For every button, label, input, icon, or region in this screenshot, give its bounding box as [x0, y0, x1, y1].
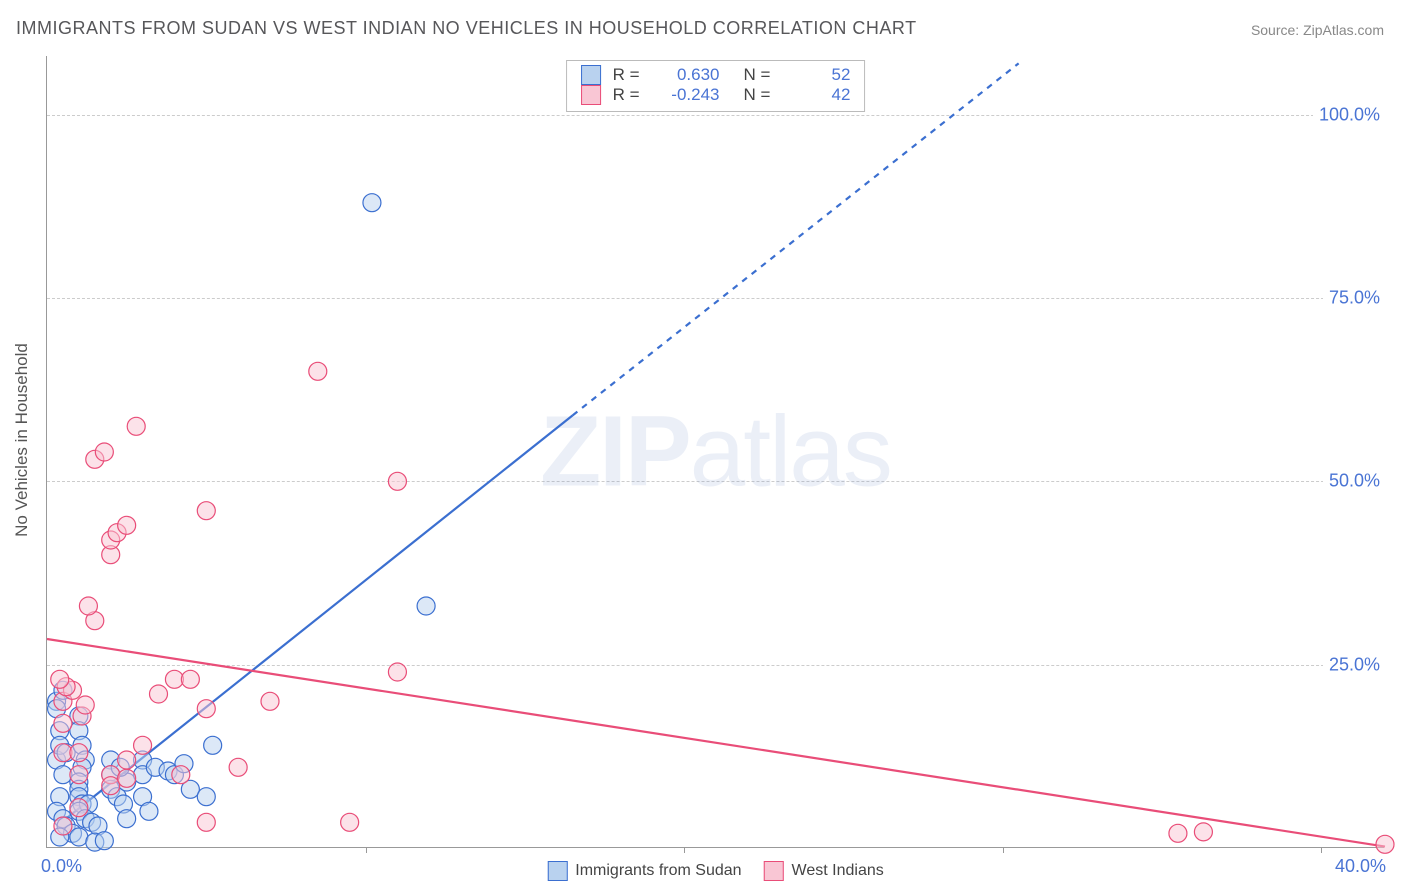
r-label: R =: [613, 65, 640, 85]
source-link[interactable]: ZipAtlas.com: [1303, 22, 1384, 38]
point-sudan: [363, 194, 381, 212]
source-prefix: Source:: [1251, 22, 1303, 38]
chart-title: IMMIGRANTS FROM SUDAN VS WEST INDIAN NO …: [16, 18, 917, 39]
legend-item-sudan: Immigrants from Sudan: [547, 861, 741, 881]
point-westindian: [197, 700, 215, 718]
point-westindian: [197, 813, 215, 831]
point-sudan: [54, 766, 72, 784]
plot-area: ZIPatlas 25.0%50.0%75.0%100.0% R = 0.630…: [46, 56, 1384, 848]
point-westindian: [76, 696, 94, 714]
point-westindian: [388, 663, 406, 681]
point-westindian: [54, 714, 72, 732]
point-westindian: [341, 813, 359, 831]
swatch-sudan: [581, 65, 601, 85]
plot-svg: [47, 56, 1384, 847]
r-value-sudan: 0.630: [650, 65, 720, 85]
point-westindian: [388, 472, 406, 490]
point-westindian: [54, 744, 72, 762]
r-value-westindian: -0.243: [650, 85, 720, 105]
point-westindian: [229, 758, 247, 776]
swatch-westindian: [764, 861, 784, 881]
point-westindian: [70, 799, 88, 817]
point-sudan: [204, 736, 222, 754]
x-max-label: 40.0%: [1335, 856, 1386, 877]
n-label: N =: [744, 85, 771, 105]
point-westindian: [1376, 835, 1394, 853]
point-westindian: [150, 685, 168, 703]
n-value-westindian: 42: [780, 85, 850, 105]
point-sudan: [95, 832, 113, 850]
point-sudan: [140, 802, 158, 820]
point-westindian: [261, 692, 279, 710]
source-attribution: Source: ZipAtlas.com: [1251, 22, 1384, 38]
legend-correlation: R = 0.630 N = 52 R = -0.243 N = 42: [566, 60, 866, 112]
point-sudan: [197, 788, 215, 806]
x-tick-mark: [1003, 847, 1004, 853]
legend-row-sudan: R = 0.630 N = 52: [581, 65, 851, 85]
n-label: N =: [744, 65, 771, 85]
point-westindian: [118, 751, 136, 769]
x-tick-mark: [684, 847, 685, 853]
point-westindian: [165, 670, 183, 688]
swatch-westindian: [581, 85, 601, 105]
point-sudan: [118, 810, 136, 828]
legend-label-sudan: Immigrants from Sudan: [575, 862, 741, 880]
point-sudan: [417, 597, 435, 615]
point-sudan: [70, 828, 88, 846]
point-westindian: [54, 817, 72, 835]
point-westindian: [1194, 823, 1212, 841]
y-axis-label: No Vehicles in Household: [12, 343, 32, 537]
point-westindian: [70, 766, 88, 784]
trend-line-westindian: [47, 639, 1385, 847]
x-origin-label: 0.0%: [41, 856, 82, 877]
n-value-sudan: 52: [780, 65, 850, 85]
r-label: R =: [613, 85, 640, 105]
point-westindian: [309, 362, 327, 380]
x-tick-mark: [366, 847, 367, 853]
point-westindian: [102, 777, 120, 795]
point-westindian: [118, 516, 136, 534]
point-westindian: [197, 502, 215, 520]
point-westindian: [51, 670, 69, 688]
x-tick-mark: [1321, 847, 1322, 853]
point-westindian: [181, 670, 199, 688]
point-westindian: [127, 417, 145, 435]
legend-label-westindian: West Indians: [792, 862, 884, 880]
swatch-sudan: [547, 861, 567, 881]
trend-line-dashed-sudan: [573, 63, 1019, 415]
legend-item-westindian: West Indians: [764, 861, 884, 881]
point-westindian: [134, 736, 152, 754]
point-westindian: [118, 769, 136, 787]
point-westindian: [79, 597, 97, 615]
legend-row-westindian: R = -0.243 N = 42: [581, 85, 851, 105]
point-westindian: [172, 766, 190, 784]
point-westindian: [95, 443, 113, 461]
point-westindian: [70, 744, 88, 762]
legend-series: Immigrants from Sudan West Indians: [547, 861, 883, 881]
point-westindian: [1169, 824, 1187, 842]
